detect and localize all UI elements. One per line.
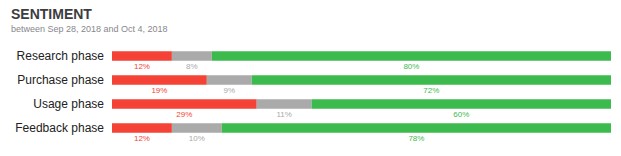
svg-text:Feedback phase: Feedback phase — [15, 121, 104, 135]
svg-text:between Sep 28, 2018 and Oct 4: between Sep 28, 2018 and Oct 4, 2018 — [11, 24, 168, 34]
svg-text:11%: 11% — [276, 110, 291, 119]
svg-text:72%: 72% — [423, 86, 439, 95]
svg-text:Research phase: Research phase — [17, 49, 105, 63]
svg-text:Purchase phase: Purchase phase — [17, 73, 104, 87]
svg-text:9%: 9% — [223, 86, 235, 95]
svg-text:19%: 19% — [151, 86, 167, 95]
svg-text:Usage phase: Usage phase — [33, 97, 104, 111]
svg-text:12%: 12% — [134, 134, 150, 143]
svg-text:8%: 8% — [186, 62, 198, 71]
svg-text:12%: 12% — [134, 62, 150, 71]
svg-text:10%: 10% — [189, 134, 205, 143]
svg-text:78%: 78% — [408, 134, 424, 143]
svg-text:80%: 80% — [403, 62, 419, 71]
svg-text:60%: 60% — [453, 110, 469, 119]
svg-text:29%: 29% — [176, 110, 192, 119]
svg-text:SENTIMENT: SENTIMENT — [11, 6, 92, 22]
